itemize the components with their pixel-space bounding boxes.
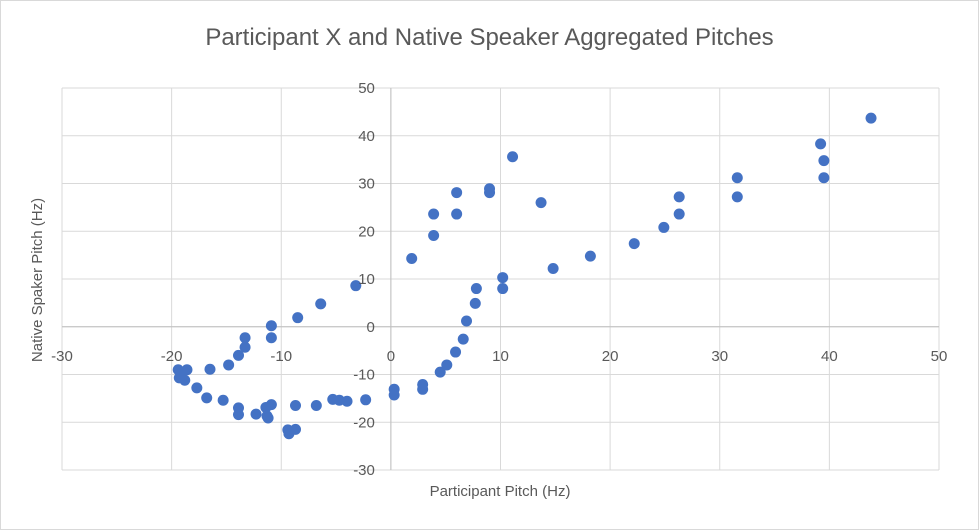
axes	[62, 88, 939, 470]
data-point	[628, 238, 640, 250]
data-points	[172, 112, 877, 440]
data-point	[461, 315, 473, 327]
data-point	[535, 197, 547, 209]
data-point	[290, 400, 302, 412]
data-point	[417, 379, 429, 391]
data-point	[265, 332, 277, 344]
tick-labels: -30 -20 -10 0 10 20 30 40 50 -30 -20 -10 0 10 20 30 40 50	[51, 80, 947, 479]
data-point	[290, 423, 302, 435]
data-point	[262, 412, 274, 424]
y-tick-label: 40	[358, 128, 375, 145]
data-point	[441, 359, 453, 371]
x-tick-label: 30	[711, 348, 728, 365]
x-tick-label: -20	[161, 348, 183, 365]
data-point	[265, 320, 277, 332]
data-point	[217, 394, 229, 406]
x-tick-label: 10	[492, 348, 509, 365]
y-tick-label: 0	[367, 319, 375, 336]
data-point	[239, 341, 251, 353]
y-tick-label: -30	[353, 462, 375, 479]
data-point	[350, 280, 362, 292]
data-point	[388, 389, 400, 401]
data-point	[484, 187, 496, 199]
data-point	[451, 208, 463, 220]
data-point	[673, 208, 685, 220]
data-point	[451, 187, 463, 199]
data-point	[434, 366, 446, 378]
data-point	[815, 138, 827, 150]
data-point	[818, 155, 830, 167]
x-tick-label: 40	[821, 348, 838, 365]
data-point	[201, 392, 213, 404]
data-point	[547, 262, 559, 274]
data-point	[428, 230, 440, 242]
y-tick-label: 50	[358, 80, 375, 97]
data-point	[731, 191, 743, 203]
data-point	[507, 151, 519, 163]
data-point	[497, 283, 509, 295]
x-tick-label: -30	[51, 348, 73, 365]
y-tick-label: 20	[358, 223, 375, 240]
data-point	[450, 346, 462, 358]
x-tick-label: 20	[602, 348, 619, 365]
x-tick-label: -10	[270, 348, 292, 365]
data-point	[223, 359, 235, 371]
data-point	[341, 395, 353, 407]
data-point	[239, 332, 251, 344]
data-point	[818, 172, 830, 184]
data-point	[232, 349, 244, 361]
data-point	[457, 333, 469, 345]
data-point	[584, 250, 596, 262]
y-tick-label: -10	[353, 367, 375, 384]
data-point	[232, 409, 244, 421]
data-point	[428, 208, 440, 220]
data-point	[658, 221, 670, 233]
y-tick-label: -20	[353, 414, 375, 431]
x-tick-label: 0	[387, 348, 395, 365]
data-point	[204, 363, 216, 375]
data-point	[360, 394, 372, 406]
data-point	[406, 252, 418, 264]
data-point	[265, 399, 277, 411]
data-point	[191, 382, 203, 394]
data-point	[469, 297, 481, 309]
data-point	[292, 312, 304, 324]
data-point	[315, 298, 327, 310]
y-tick-label: 30	[358, 176, 375, 193]
x-tick-label: 50	[931, 348, 948, 365]
data-point	[470, 283, 482, 295]
data-point	[179, 374, 191, 386]
y-tick-label: 10	[358, 271, 375, 288]
data-point	[181, 364, 193, 376]
chart-title: Participant X and Native Speaker Aggrega…	[205, 24, 774, 51]
data-point	[310, 400, 322, 412]
data-point	[250, 408, 262, 420]
x-axis-label: Participant Pitch (Hz)	[430, 483, 571, 500]
data-point	[497, 272, 509, 284]
data-point	[731, 172, 743, 184]
data-point	[673, 191, 685, 203]
data-point	[865, 112, 877, 124]
y-axis-label: Native Spaker Pitch (Hz)	[29, 198, 46, 362]
